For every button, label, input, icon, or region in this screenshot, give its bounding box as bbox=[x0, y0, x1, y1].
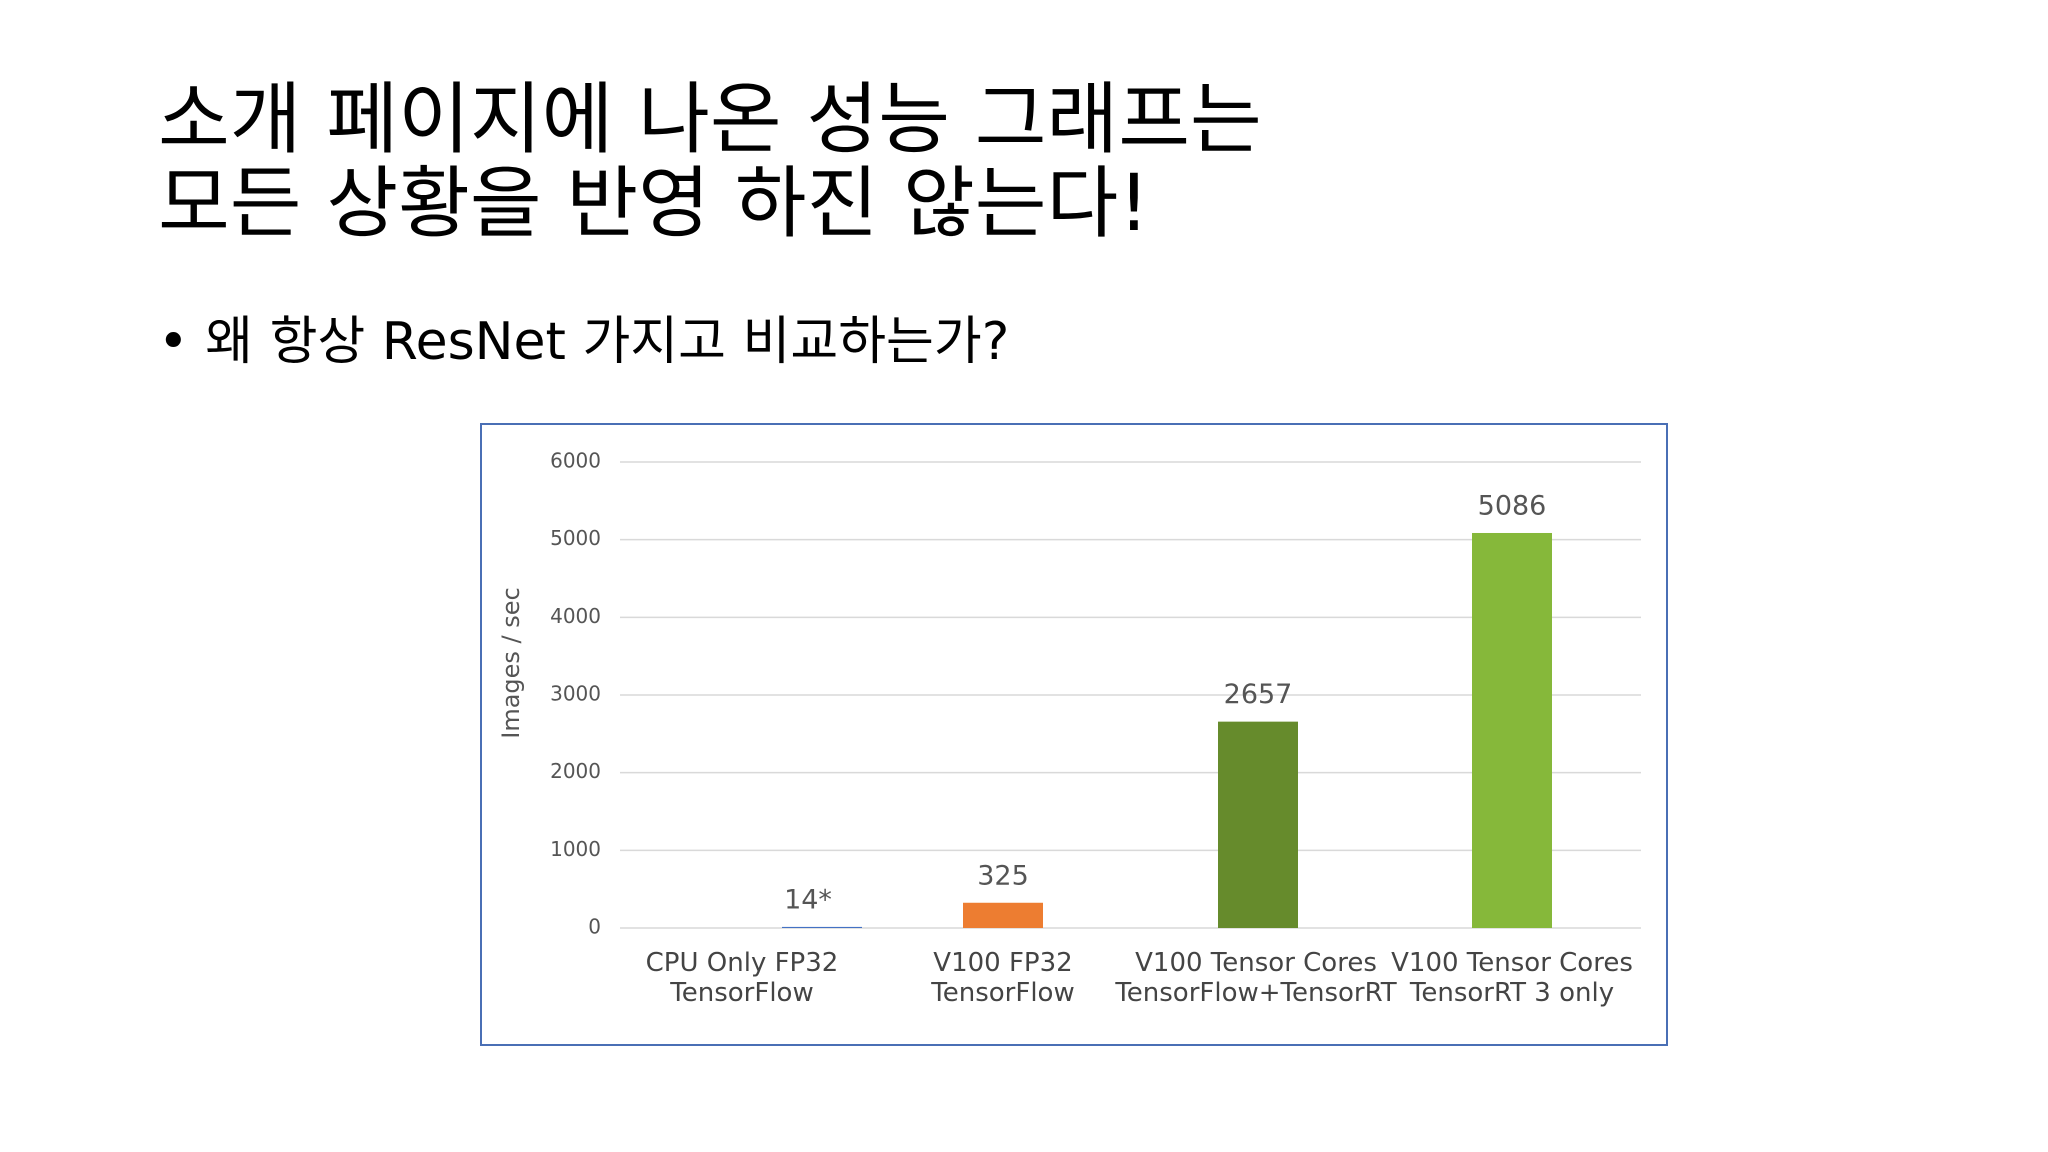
bar bbox=[1472, 532, 1552, 928]
value-label: 325 bbox=[977, 860, 1029, 891]
y-tick-label: 6000 bbox=[550, 449, 601, 473]
bar bbox=[782, 926, 862, 928]
title-line: 소개 페이지에 나온 성능 그래프는 bbox=[158, 75, 1262, 165]
y-tick-label: 3000 bbox=[550, 682, 601, 706]
bullet-text: 왜 항상 ResNet 가지고 비교하는가? bbox=[205, 312, 1010, 372]
x-tick-label: CPU Only FP32 TensorFlow bbox=[645, 948, 839, 1008]
value-label: 5086 bbox=[1478, 490, 1547, 521]
bar bbox=[1218, 721, 1298, 928]
y-tick-label: 0 bbox=[588, 915, 601, 939]
x-tick-label: V100 Tensor Cores TensorFlow+TensorRT bbox=[1115, 948, 1397, 1008]
bullet: • 왜 항상 ResNet 가지고 비교하는가? bbox=[158, 312, 1009, 372]
value-label: 14* bbox=[784, 884, 832, 915]
value-label: 2657 bbox=[1224, 679, 1293, 710]
y-axis-label: Images / sec bbox=[497, 587, 525, 738]
x-tick-label: V100 FP32 TensorFlow bbox=[931, 948, 1075, 1008]
y-tick-label: 1000 bbox=[550, 837, 601, 861]
y-tick-label: 4000 bbox=[550, 604, 601, 628]
title-line: 모든 상황을 반영 하진 않는다! bbox=[158, 159, 1150, 249]
bar bbox=[963, 902, 1043, 928]
x-tick-label: V100 Tensor Cores TensorRT 3 only bbox=[1391, 948, 1633, 1008]
y-tick-label: 2000 bbox=[550, 759, 601, 783]
y-tick-label: 5000 bbox=[550, 526, 601, 550]
chart-frame bbox=[480, 423, 1668, 1046]
slide-title: 소개 페이지에 나온 성능 그래프는 모든 상황을 반영 하진 않는다! bbox=[158, 78, 1262, 246]
bullet-dot: • bbox=[158, 312, 206, 372]
